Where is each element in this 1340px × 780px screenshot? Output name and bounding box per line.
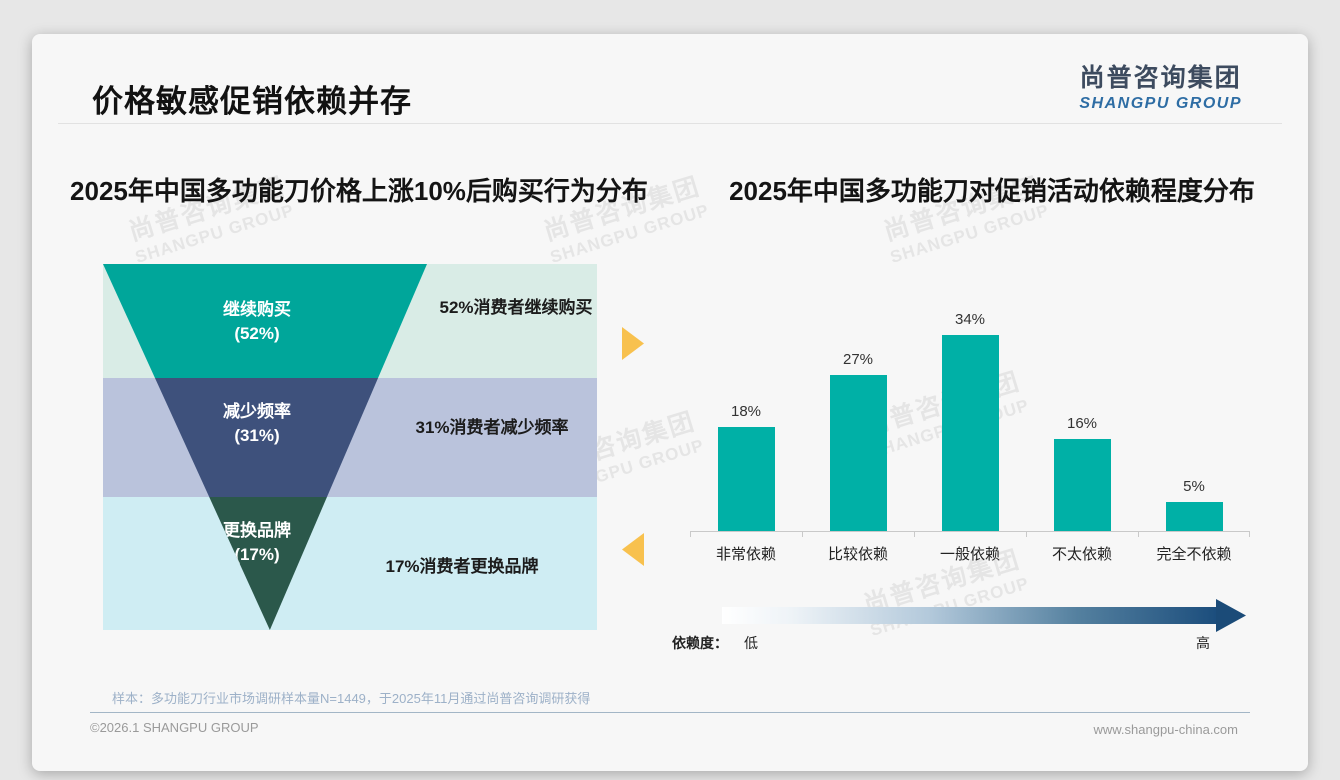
title-divider [58,123,1282,124]
funnel-segment-label-3: 更换品牌 (17%) [223,521,291,564]
gradient-arrowhead-icon [1216,599,1246,632]
bar-value-label: 34% [954,311,986,328]
page-title: 价格敏感促销依赖并存 [92,84,412,119]
logo-english-name: SHANGPU GROUP [1079,95,1242,112]
company-logo: 尚普咨询集团 SHANGPU GROUP [1079,58,1242,113]
bar-chart: 18% 27% 34% 16% 5% [690,311,1250,531]
bar-chart-title: 2025年中国多功能刀对促销活动依赖程度分布 [729,176,1255,206]
funnel-annotation-2: 31%消费者减少频率 [415,418,569,437]
x-axis [690,531,1250,537]
bar-group: 34% [914,311,1026,531]
category-label: 不太依赖 [1051,546,1112,563]
copyright-text: ©2026.1 SHANGPU GROUP [90,720,259,735]
bar [829,375,887,531]
funnel-segment-1 [103,264,427,378]
bar-group: 5% [1138,311,1250,531]
bar-group: 18% [690,311,802,531]
scale-high-label: 高 [1196,635,1210,651]
funnel-segment-label-1: 继续购买 (52%) [223,300,291,343]
category-label: 非常依赖 [715,546,776,563]
axis-tick [1138,531,1139,537]
bar-value-label: 16% [1066,415,1098,432]
funnel-chart: 继续购买 (52%) 减少频率 (31%) 更换品牌 (17%) 52%消费者继… [103,264,597,630]
bar [1053,439,1111,531]
bar-value-label: 18% [730,403,762,420]
bar-group: 27% [802,311,914,531]
bar [717,427,775,531]
sample-footnote: 样本：多功能刀行业市场调研样本量N=1449，于2025年11月通过尚普咨询调研… [112,691,591,706]
category-label: 完全不依赖 [1156,546,1232,563]
scale-label: 依赖度： [672,635,728,651]
slide-card: 价格敏感促销依赖并存 尚普咨询集团 SHANGPU GROUP 尚普咨询集团 S… [32,34,1308,771]
right-arrow-icon [622,327,644,360]
funnel-note-band-3 [103,497,597,630]
x-axis-labels: 非常依赖 比较依赖 一般依赖 不太依赖 完全不依赖 [690,543,1250,564]
axis-tick [914,531,915,537]
category-label: 比较依赖 [827,546,888,563]
category-label: 一般依赖 [939,546,1000,563]
funnel-annotation-3: 17%消费者更换品牌 [385,557,539,576]
axis-tick [690,531,691,537]
funnel-annotation-1: 52%消费者继续购买 [439,298,593,317]
bar-value-label: 5% [1183,478,1205,495]
bar-group: 16% [1026,311,1138,531]
bar-value-label: 27% [842,351,874,368]
dependence-gradient-bar [722,607,1216,624]
logo-chinese-name: 尚普咨询集团 [1079,64,1242,92]
scale-low-label: 低 [744,635,758,651]
bar [941,335,999,531]
bar [1165,502,1223,531]
website-url: www.shangpu-china.com [1093,722,1238,737]
footer-divider [90,712,1250,713]
left-arrow-icon [622,533,644,566]
funnel-segment-label-2: 减少频率 (31%) [223,402,291,445]
axis-tick [1249,531,1250,537]
axis-tick [802,531,803,537]
funnel-chart-title: 2025年中国多功能刀价格上涨10%后购买行为分布 [70,176,648,206]
axis-tick [1026,531,1027,537]
